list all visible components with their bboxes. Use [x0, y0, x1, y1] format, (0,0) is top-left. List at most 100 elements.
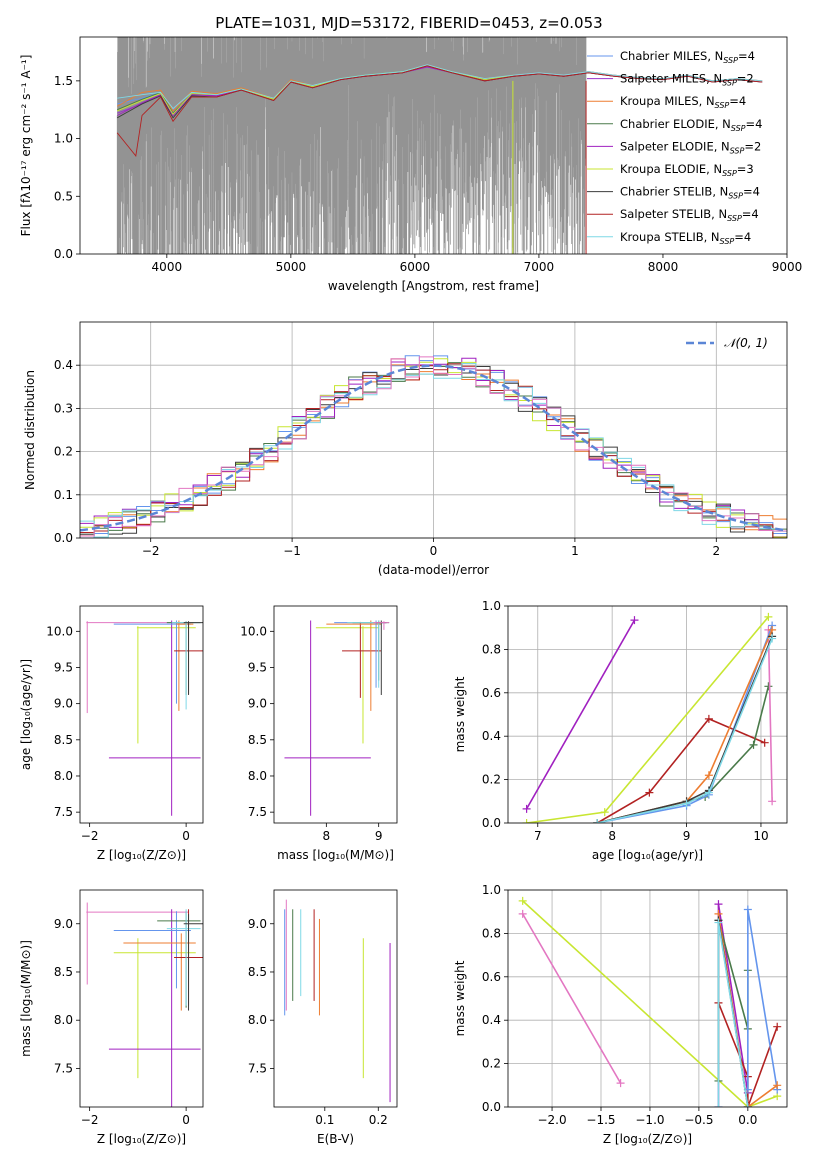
- y-tick-label: 0.2: [482, 1057, 501, 1071]
- y-tick-label: 0.5: [54, 189, 73, 203]
- y-tick-label: 0.4: [482, 1013, 501, 1027]
- legend-label: Chabrier STELIB, NSSP=4: [620, 185, 760, 201]
- legend-label: Salpeter MILES, NSSP=2: [620, 72, 754, 88]
- y-tick-label: 8.0: [248, 1013, 267, 1027]
- legend-label: Kroupa MILES, NSSP=4: [620, 94, 746, 110]
- y-tick-label: 0.6: [482, 970, 501, 984]
- weight-point-0: [518, 909, 527, 918]
- y-tick-label: 0.0: [482, 1100, 501, 1114]
- x-tick-label: 4000: [152, 260, 183, 274]
- axes-frame: [507, 889, 788, 1108]
- y-tick-label: 8.5: [54, 965, 73, 979]
- y-tick-label: 8.0: [248, 769, 267, 783]
- y-tick-label: 8.5: [54, 733, 73, 747]
- y-tick-label: 9.0: [54, 697, 73, 711]
- x-axis-label: Z [log₁₀(Z/Z⊙)]: [97, 1132, 186, 1146]
- y-tick-label: 9.0: [248, 917, 267, 931]
- weight-point-6: [773, 1081, 782, 1090]
- y-tick-label: 9.5: [54, 660, 73, 674]
- legend-label: Chabrier ELODIE, NSSP=4: [620, 117, 762, 133]
- x-tick-label: −1: [283, 544, 301, 558]
- weight-point-5: [743, 905, 752, 914]
- x-tick-label: −2: [81, 1113, 99, 1127]
- y-axis-label: Flux [fλ10⁻¹⁷ erg cm⁻² s⁻¹ A⁻¹]: [19, 55, 33, 237]
- weight-point-3: [764, 682, 773, 691]
- x-tick-label: 7000: [524, 260, 555, 274]
- plot-area: [86, 620, 203, 816]
- x-tick-label: 0: [430, 544, 438, 558]
- x-tick-label: 0.0: [738, 1113, 757, 1127]
- legend-label: Salpeter STELIB, NSSP=4: [620, 207, 759, 223]
- x-axis-label: Z [log₁₀(Z/Z⊙)]: [603, 1132, 692, 1146]
- y-tick-label: 7.5: [54, 805, 73, 819]
- x-tick-label: −2: [81, 829, 99, 843]
- y-tick-label: 10.0: [46, 624, 73, 638]
- x-axis-label: age [log₁₀(age/yr)]: [592, 848, 703, 862]
- x-tick-label: 0: [182, 829, 190, 843]
- x-tick-label: 2: [712, 544, 720, 558]
- legend-label: 𝒩(0, 1): [724, 336, 768, 350]
- weight-point-0: [522, 804, 531, 813]
- y-axis-label: Normed distribution: [23, 370, 37, 490]
- x-tick-label: −2.0: [537, 1113, 566, 1127]
- plot-area: [86, 902, 203, 1107]
- plot-area: [116, 37, 763, 254]
- panel-2: −2 0 7.5 8.0 8.5 9.0 9.5 10.0 Z [log₁₀(Z/Z⊙)] age…: [19, 605, 204, 862]
- weight-point-0: [630, 616, 639, 625]
- y-tick-label: 0.3: [54, 401, 73, 415]
- y-tick-label: 1.0: [54, 132, 73, 146]
- y-tick-label: 7.5: [248, 805, 267, 819]
- panel-4: 7 8 9 10 0.0 0.2 0.4 0.6 0.8 1.0 age [log₁₀(age/yr…: [453, 599, 788, 862]
- axes-frame: [79, 36, 788, 255]
- weight-point-8: [714, 1103, 723, 1107]
- x-tick-label: −1.5: [586, 1113, 615, 1127]
- x-tick-label: 1: [571, 544, 579, 558]
- axes-frame: [79, 889, 204, 1108]
- weight-line-6: [597, 629, 773, 823]
- weight-point-8: [743, 1103, 752, 1107]
- x-tick-label: 8: [323, 829, 331, 843]
- x-tick-label: 0.2: [369, 1113, 388, 1127]
- y-tick-label: 1.0: [482, 883, 501, 897]
- y-tick-label: 0.1: [54, 488, 73, 502]
- axes-frame: [79, 605, 204, 824]
- y-tick-label: 0.4: [482, 729, 501, 743]
- chart-title: PLATE=1031, MJD=53172, FIBERID=0453, z=0…: [215, 14, 602, 32]
- weight-line-2: [596, 717, 765, 823]
- x-tick-label: 0.1: [315, 1113, 334, 1127]
- plot-area: [284, 620, 390, 816]
- y-axis-label: age [log₁₀(age/yr)]: [19, 659, 33, 770]
- y-tick-label: 8.0: [54, 1013, 73, 1027]
- plot-area: [284, 899, 391, 1103]
- y-tick-label: 8.0: [54, 769, 73, 783]
- histogram-series-7: [80, 362, 787, 538]
- weight-point-1: [764, 612, 773, 621]
- x-tick-label: 10: [753, 829, 768, 843]
- y-tick-label: 0.4: [54, 358, 73, 372]
- y-tick-label: 0.0: [482, 816, 501, 830]
- x-tick-label: −0.5: [684, 1113, 713, 1127]
- y-axis-label: mass weight: [453, 676, 467, 752]
- axes-frame: [79, 321, 788, 539]
- weight-point-1: [522, 819, 531, 823]
- weight-line-5: [747, 909, 778, 1090]
- legend-label: Kroupa ELODIE, NSSP=3: [620, 162, 754, 178]
- weight-point-8: [768, 634, 777, 643]
- y-tick-label: 0.0: [54, 531, 73, 545]
- weight-point-3: [749, 740, 758, 749]
- y-tick-label: 9.5: [248, 660, 267, 674]
- weight-point-8: [593, 819, 602, 823]
- y-tick-label: 0.8: [482, 926, 501, 940]
- legend-label: Kroupa STELIB, NSSP=4: [620, 230, 751, 246]
- axes-frame: [273, 605, 398, 824]
- weight-point-1: [518, 896, 527, 905]
- panel-3: 8 9 7.5 8.0 8.5 9.0 9.5 10.0 mass [log₁₀(M/M⊙)]: [240, 605, 398, 862]
- weight-point-2: [645, 788, 654, 797]
- weight-point-4: [768, 797, 777, 806]
- x-axis-label: E(B-V): [317, 1132, 354, 1146]
- axes-frame: [507, 605, 788, 824]
- x-tick-label: 5000: [276, 260, 307, 274]
- x-tick-label: 9: [683, 829, 691, 843]
- weight-point-8: [682, 799, 691, 808]
